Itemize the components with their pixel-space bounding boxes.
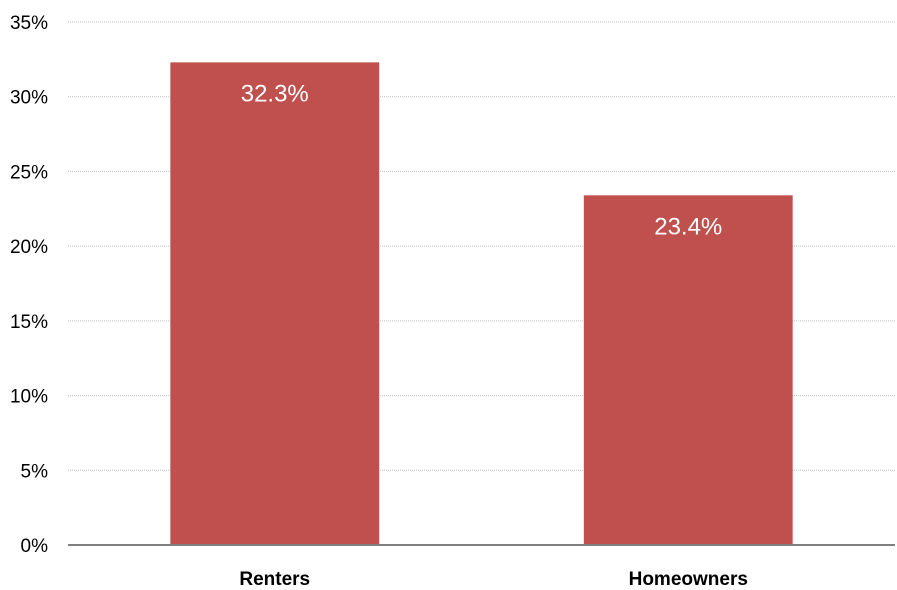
y-axis-ticks: 0% 5% 10% 15% 20% 25% 30% 35% xyxy=(10,13,48,557)
y-tick-label: 30% xyxy=(10,88,48,109)
data-label: 32.3% xyxy=(241,80,309,107)
y-tick-label: 20% xyxy=(10,237,48,258)
y-tick-label: 15% xyxy=(10,312,48,333)
y-tick-label: 35% xyxy=(10,13,48,34)
x-category-label: Homeowners xyxy=(629,569,748,590)
bars: 32.3% 23.4% xyxy=(170,62,793,546)
y-tick-label: 5% xyxy=(21,461,49,482)
y-tick-label: 0% xyxy=(21,536,49,557)
y-tick-label: 10% xyxy=(10,387,48,408)
x-category-label: Renters xyxy=(239,569,310,590)
bar-renters xyxy=(170,62,380,546)
x-axis-categories: Renters Homeowners xyxy=(239,569,748,590)
data-label: 23.4% xyxy=(654,213,722,240)
y-tick-label: 25% xyxy=(10,162,48,183)
bar-homeowners xyxy=(583,195,793,545)
